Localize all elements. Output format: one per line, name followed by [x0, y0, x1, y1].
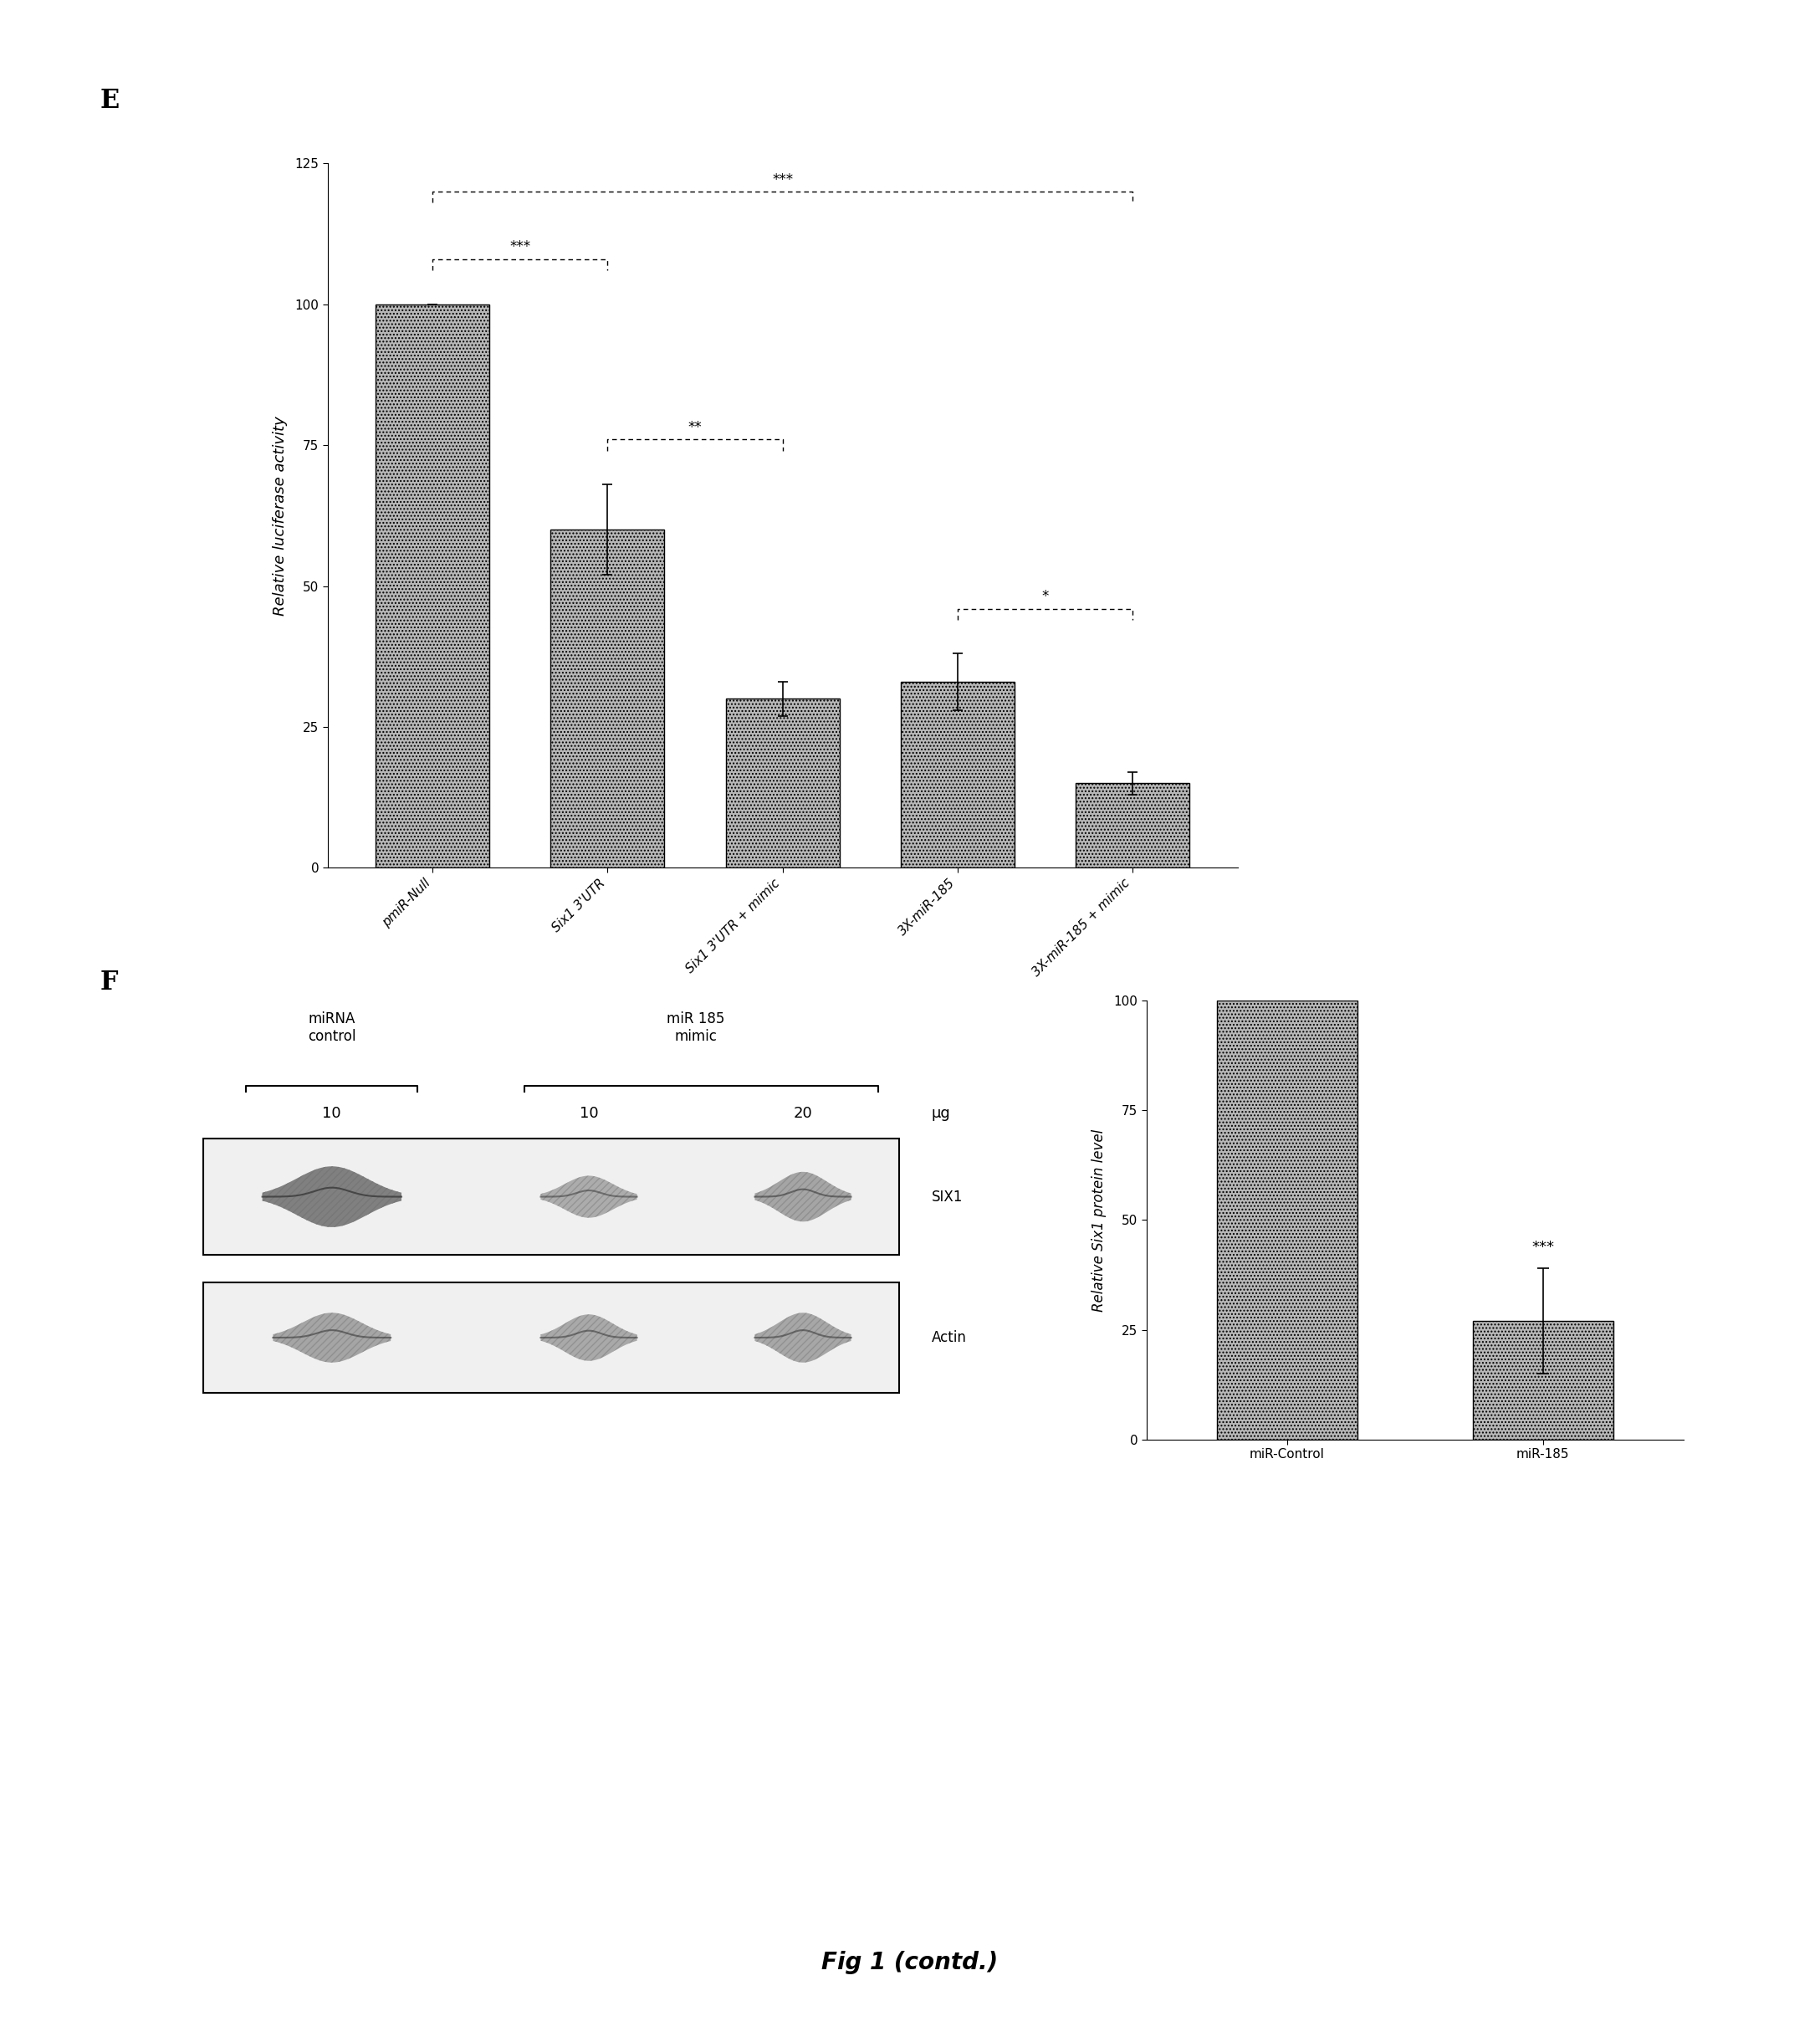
Text: *: * [1041, 588, 1048, 604]
Text: ***: *** [1532, 1239, 1554, 1256]
Text: Actin: Actin [932, 1329, 966, 1346]
Y-axis label: Relative Six1 protein level: Relative Six1 protein level [1092, 1129, 1107, 1311]
Text: E: E [100, 88, 120, 114]
Text: 20: 20 [794, 1105, 812, 1121]
Text: Fig 1 (contd.): Fig 1 (contd.) [821, 1952, 999, 1975]
Text: miR 185
mimic: miR 185 mimic [666, 1011, 724, 1043]
Bar [1472, 1321, 1613, 1440]
Bar [1218, 1001, 1358, 1440]
Y-axis label: Relative luciferase activity: Relative luciferase activity [273, 417, 288, 615]
Text: SIX1: SIX1 [932, 1188, 963, 1205]
Bar [204, 1139, 899, 1254]
Bar [726, 698, 839, 868]
Bar [375, 304, 490, 868]
Text: μg: μg [932, 1105, 950, 1121]
Text: ***: *** [510, 239, 531, 255]
Text: F: F [100, 970, 118, 996]
Text: 10: 10 [322, 1105, 342, 1121]
Bar [1076, 784, 1190, 868]
Text: 10: 10 [579, 1105, 599, 1121]
Bar [204, 1282, 899, 1393]
Text: ***: *** [772, 172, 794, 188]
Text: **: ** [688, 421, 703, 435]
Bar [901, 682, 1014, 868]
Bar [551, 529, 664, 868]
Text: miRNA
control: miRNA control [308, 1011, 357, 1043]
